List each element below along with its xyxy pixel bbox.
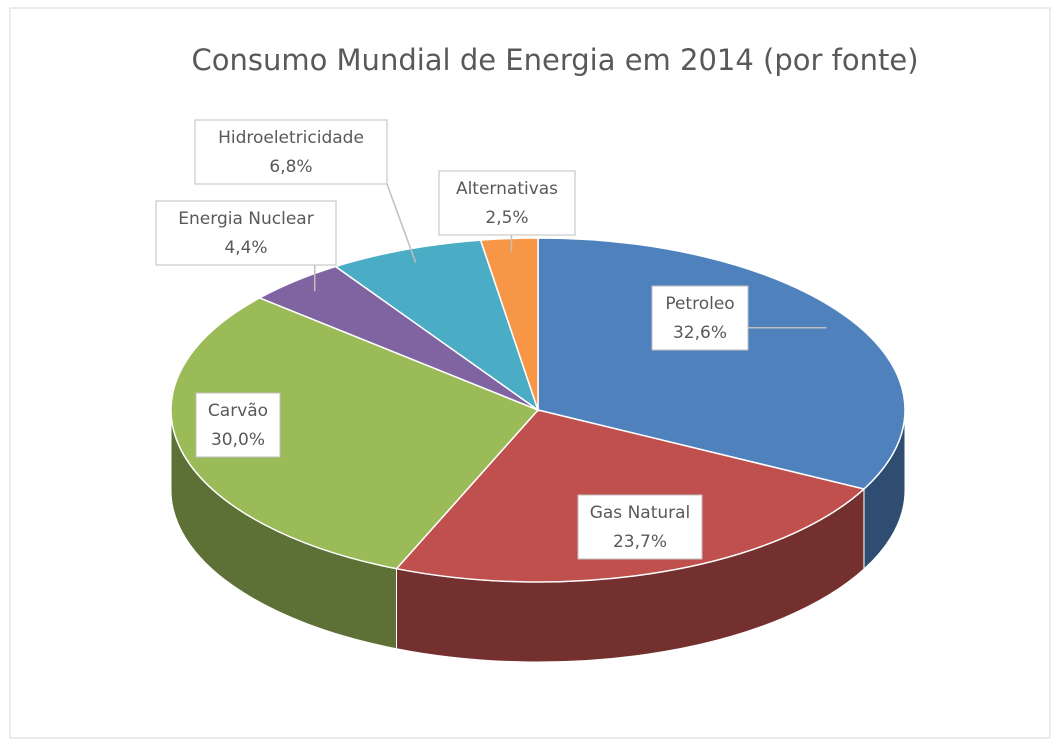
chart-title: Consumo Mundial de Energia em 2014 (por … (191, 43, 918, 77)
slice-label: Gas Natural (590, 503, 691, 523)
label-box (194, 119, 388, 185)
value-label: 32,6% (673, 323, 727, 343)
leader-line (386, 183, 417, 263)
value-label: 2,5% (485, 208, 528, 228)
slice (333, 239, 540, 412)
value-label: 6,8% (269, 157, 312, 177)
label-box (155, 200, 337, 266)
label-box (651, 285, 749, 351)
slice-label: Carvão (208, 401, 268, 421)
slice-label: Energia Nuclear (178, 209, 313, 229)
slice-label: Petroleo (665, 294, 734, 314)
slice (170, 297, 540, 570)
label-box (195, 392, 281, 458)
value-label: 30,0% (211, 430, 265, 450)
slice-label: Alternativas (456, 179, 558, 199)
slice (479, 237, 539, 411)
value-label: 23,7% (613, 532, 667, 552)
slice (537, 237, 906, 490)
value-label: 4,4% (224, 238, 267, 258)
label-box (438, 170, 576, 236)
slice-label: Hidroeletricidade (218, 128, 364, 148)
label-box (577, 494, 703, 560)
